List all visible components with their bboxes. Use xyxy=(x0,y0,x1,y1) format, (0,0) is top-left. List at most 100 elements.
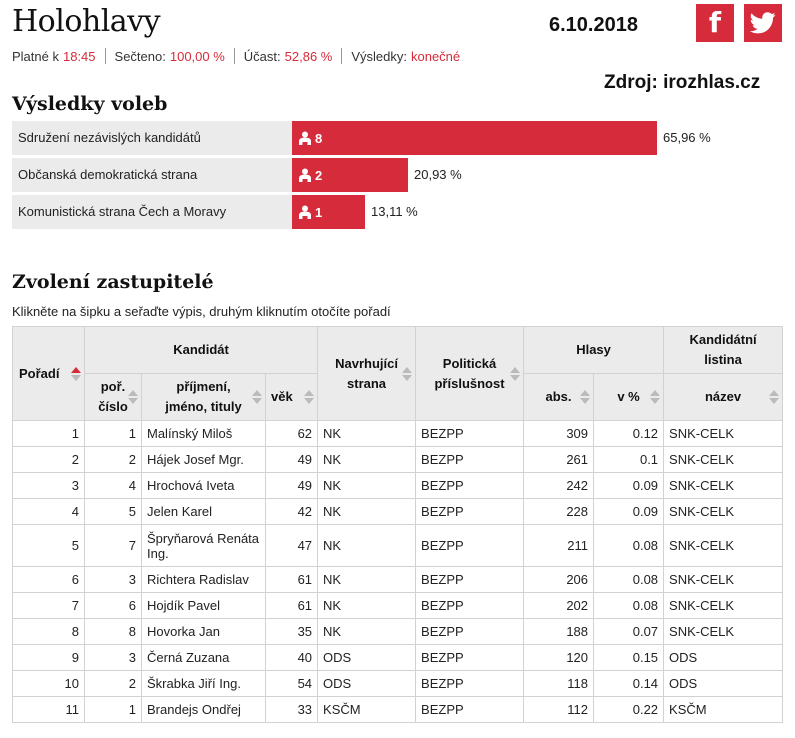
cell-number: 3 xyxy=(84,566,142,593)
table-row: 2 2 Hájek Josef Mgr. 49 NK BEZPP 261 0.1 SNK-CEL… xyxy=(12,446,784,473)
cell-nominating-party: NK xyxy=(317,498,417,525)
cell-votes-pct: 0.09 xyxy=(593,498,665,525)
cell-number: 5 xyxy=(84,498,142,525)
cell-name: Černá Zuzana xyxy=(141,644,266,671)
cell-votes-abs: 120 xyxy=(523,644,595,671)
cell-votes-pct: 0.08 xyxy=(593,592,665,619)
twitter-icon xyxy=(750,12,776,34)
sort-arrows-icon[interactable] xyxy=(402,366,413,381)
cell-affiliation: BEZPP xyxy=(415,420,525,447)
column-abs-header[interactable]: abs. xyxy=(523,373,595,421)
cell-affiliation: BEZPP xyxy=(415,644,525,671)
cell-name: Hojdík Pavel xyxy=(141,592,266,619)
column-list-header: Kandidátní listina xyxy=(663,326,784,374)
cell-votes-pct: 0.07 xyxy=(593,618,665,645)
table-row: 4 5 Jelen Karel 42 NK BEZPP 228 0.09 SNK-CELK xyxy=(12,498,784,525)
table-row: 5 7 Špryňarová Renáta Ing. 47 NK BEZPP 211 0.08… xyxy=(12,524,784,567)
page-title: Holohlavy xyxy=(12,4,161,39)
sort-arrows-icon[interactable] xyxy=(510,366,521,381)
table-body: 1 1 Malínský Miloš 62 NK BEZPP 309 0.12 SNK-CELK… xyxy=(12,420,784,723)
cell-list-name: SNK-CELK xyxy=(663,524,784,567)
column-nominating-header[interactable]: Navrhující strana xyxy=(317,326,417,421)
party-percent: 20,93 % xyxy=(414,167,462,182)
twitter-share-button[interactable] xyxy=(744,4,782,42)
sort-arrows-icon[interactable] xyxy=(304,390,315,404)
cell-affiliation: BEZPP xyxy=(415,524,525,567)
turnout-value: 52,86 % xyxy=(284,48,333,64)
table-row: 7 6 Hojdík Pavel 61 NK BEZPP 202 0.08 SNK-CELK xyxy=(12,592,784,619)
cell-order: 8 xyxy=(12,618,85,645)
cell-votes-abs: 118 xyxy=(523,670,595,697)
facebook-share-button[interactable]: f xyxy=(696,4,734,42)
party-percent: 13,11 % xyxy=(371,204,418,219)
party-name: Občanská demokratická strana xyxy=(12,158,292,192)
cell-affiliation: BEZPP xyxy=(415,498,525,525)
column-number-header[interactable]: poř. číslo xyxy=(84,373,142,421)
results-value: konečné xyxy=(410,48,461,64)
sort-hint: Klikněte na šipku a seřaďte výpis, druhý… xyxy=(12,304,391,319)
cell-name: Jelen Karel xyxy=(141,498,266,525)
cell-number: 1 xyxy=(84,420,142,447)
cell-order: 6 xyxy=(12,566,85,593)
sort-arrows-icon[interactable] xyxy=(580,390,591,404)
cell-nominating-party: NK xyxy=(317,618,417,645)
sort-arrows-icon[interactable] xyxy=(769,390,780,404)
cell-nominating-party: NK xyxy=(317,420,417,447)
cell-number: 8 xyxy=(84,618,142,645)
cell-votes-pct: 0.08 xyxy=(593,566,665,593)
column-name-header[interactable]: příjmení, jméno, tituly xyxy=(141,373,266,421)
cell-votes-pct: 0.12 xyxy=(593,420,665,447)
cell-nominating-party: NK xyxy=(317,566,417,593)
cell-age: 33 xyxy=(264,696,319,723)
column-pct-header[interactable]: v % xyxy=(593,373,665,421)
cell-order: 10 xyxy=(12,670,85,697)
cell-list-name: SNK-CELK xyxy=(663,498,784,525)
cell-name: Malínský Miloš xyxy=(141,420,266,447)
cell-order: 1 xyxy=(12,420,85,447)
sort-arrows-icon[interactable] xyxy=(128,390,138,404)
cell-name: Hájek Josef Mgr. xyxy=(141,446,266,473)
cell-votes-abs: 112 xyxy=(523,696,595,723)
cell-age: 49 xyxy=(264,472,319,499)
cell-name: Špryňarová Renáta Ing. xyxy=(141,524,266,567)
cell-votes-abs: 309 xyxy=(523,420,595,447)
table-row: 6 3 Richtera Radislav 61 NK BEZPP 206 0.08 SNK-C… xyxy=(12,566,784,593)
party-seats: 1 xyxy=(315,204,323,220)
results-bars: Sdružení nezávislých kandidátů 8 65,96 %… xyxy=(12,121,792,232)
cell-votes-abs: 211 xyxy=(523,524,595,567)
cell-votes-abs: 228 xyxy=(523,498,595,525)
cell-age: 40 xyxy=(264,644,319,671)
cell-list-name: SNK-CELK xyxy=(663,566,784,593)
column-age-header[interactable]: věk xyxy=(264,373,319,421)
party-row: Sdružení nezávislých kandidátů 8 65,96 % xyxy=(12,121,792,157)
cell-nominating-party: NK xyxy=(317,524,417,567)
cell-votes-pct: 0.1 xyxy=(593,446,665,473)
sort-arrows-icon[interactable] xyxy=(252,390,262,404)
column-affiliation-header[interactable]: Politická příslušnost xyxy=(415,326,525,421)
table-row: 8 8 Hovorka Jan 35 NK BEZPP 188 0.07 SNK-CELK xyxy=(12,618,784,645)
sort-arrows-icon[interactable] xyxy=(650,390,661,404)
cell-age: 47 xyxy=(264,524,319,567)
column-list-name-header[interactable]: název xyxy=(663,373,784,421)
column-order-header[interactable]: Pořadí xyxy=(12,326,85,421)
cell-list-name: SNK-CELK xyxy=(663,592,784,619)
cell-age: 61 xyxy=(264,566,319,593)
cell-name: Škrabka Jiří Ing. xyxy=(141,670,266,697)
table-row: 1 1 Malínský Miloš 62 NK BEZPP 309 0.12 SNK-CELK xyxy=(12,420,784,447)
cell-order: 11 xyxy=(12,696,85,723)
cell-list-name: ODS xyxy=(663,670,784,697)
cell-nominating-party: ODS xyxy=(317,670,417,697)
table-row: 3 4 Hrochová Iveta 49 NK BEZPP 242 0.09 SNK-CELK xyxy=(12,472,784,499)
cell-affiliation: BEZPP xyxy=(415,592,525,619)
cell-votes-abs: 202 xyxy=(523,592,595,619)
cell-votes-pct: 0.09 xyxy=(593,472,665,499)
person-icon xyxy=(299,131,311,145)
cell-order: 2 xyxy=(12,446,85,473)
elected-heading: Zvolení zastupitelé xyxy=(12,271,214,293)
sort-arrows-icon[interactable] xyxy=(71,366,81,381)
cell-number: 3 xyxy=(84,644,142,671)
results-heading: Výsledky voleb xyxy=(12,93,168,115)
party-percent: 65,96 % xyxy=(663,130,711,145)
cell-nominating-party: NK xyxy=(317,446,417,473)
cell-nominating-party: ODS xyxy=(317,644,417,671)
